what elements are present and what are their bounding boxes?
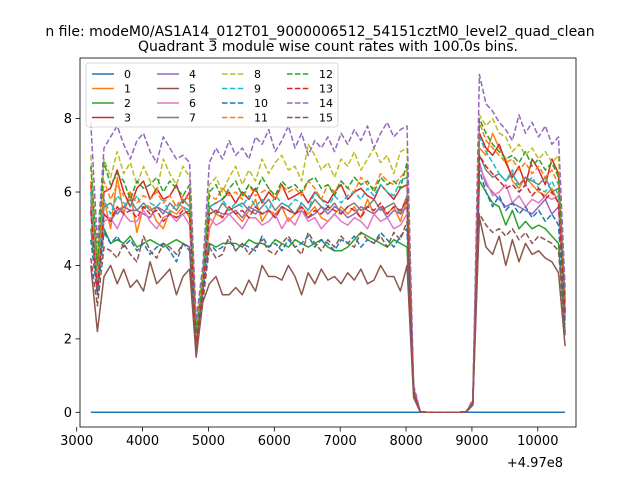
series-line-12: [90, 117, 566, 414]
legend-box: [85, 62, 339, 128]
y-tick-label: 2: [64, 332, 72, 347]
axes-frame: [79, 57, 577, 428]
y-tick-label: 0: [64, 406, 72, 421]
legend-label-15: 15: [319, 112, 333, 125]
series-line-5: [90, 216, 566, 414]
chart-title: Quadrant 3 module wise count rates with …: [138, 39, 518, 55]
legend-label-9: 9: [254, 83, 261, 96]
series-line-1: [90, 132, 566, 414]
y-tick-label: 8: [64, 112, 72, 127]
series-line-10: [90, 169, 566, 414]
legend-label-2: 2: [124, 97, 131, 110]
legend-label-0: 0: [124, 68, 131, 81]
x-tick-label: 7000: [324, 434, 357, 449]
legend-label-14: 14: [319, 97, 333, 110]
y-tick-label: 6: [64, 186, 72, 201]
legend-label-1: 1: [124, 83, 131, 96]
legend-label-11: 11: [254, 112, 268, 125]
x-tick-label: 10000: [517, 434, 558, 449]
legend-label-4: 4: [189, 68, 196, 81]
legend-label-6: 6: [189, 97, 196, 110]
y-tick-label: 4: [64, 259, 72, 274]
chart-suptitle: n file: modeM0/AS1A14_012T01_9000006512_…: [45, 24, 594, 40]
series-line-7: [90, 154, 566, 414]
legend-label-8: 8: [254, 68, 261, 81]
series-line-15: [90, 213, 566, 414]
series-line-8: [90, 114, 566, 414]
series-line-9: [90, 136, 566, 414]
x-tick-label: 3000: [60, 434, 93, 449]
x-tick-label: 4000: [126, 434, 159, 449]
legend-label-5: 5: [189, 83, 196, 96]
legend-label-10: 10: [254, 97, 268, 110]
legend-label-3: 3: [124, 112, 131, 125]
x-tick-label: 5000: [192, 434, 225, 449]
series-line-14: [90, 73, 566, 414]
legend-label-12: 12: [319, 68, 333, 81]
x-tick-label: 9000: [455, 434, 488, 449]
series-line-13: [90, 154, 566, 414]
plot-area: 3000 4000 5000 6000 7000 8000 9000 10000 0 2 4 6 8 0 1…: [60, 57, 577, 449]
x-tick-label: 6000: [258, 434, 291, 449]
x-offset-label: +4.97e8: [507, 456, 563, 471]
legend-label-7: 7: [189, 112, 196, 125]
series-line-2: [90, 180, 566, 414]
series-line-3: [90, 132, 566, 414]
legend-label-13: 13: [319, 83, 333, 96]
x-tick-label: 8000: [390, 434, 423, 449]
